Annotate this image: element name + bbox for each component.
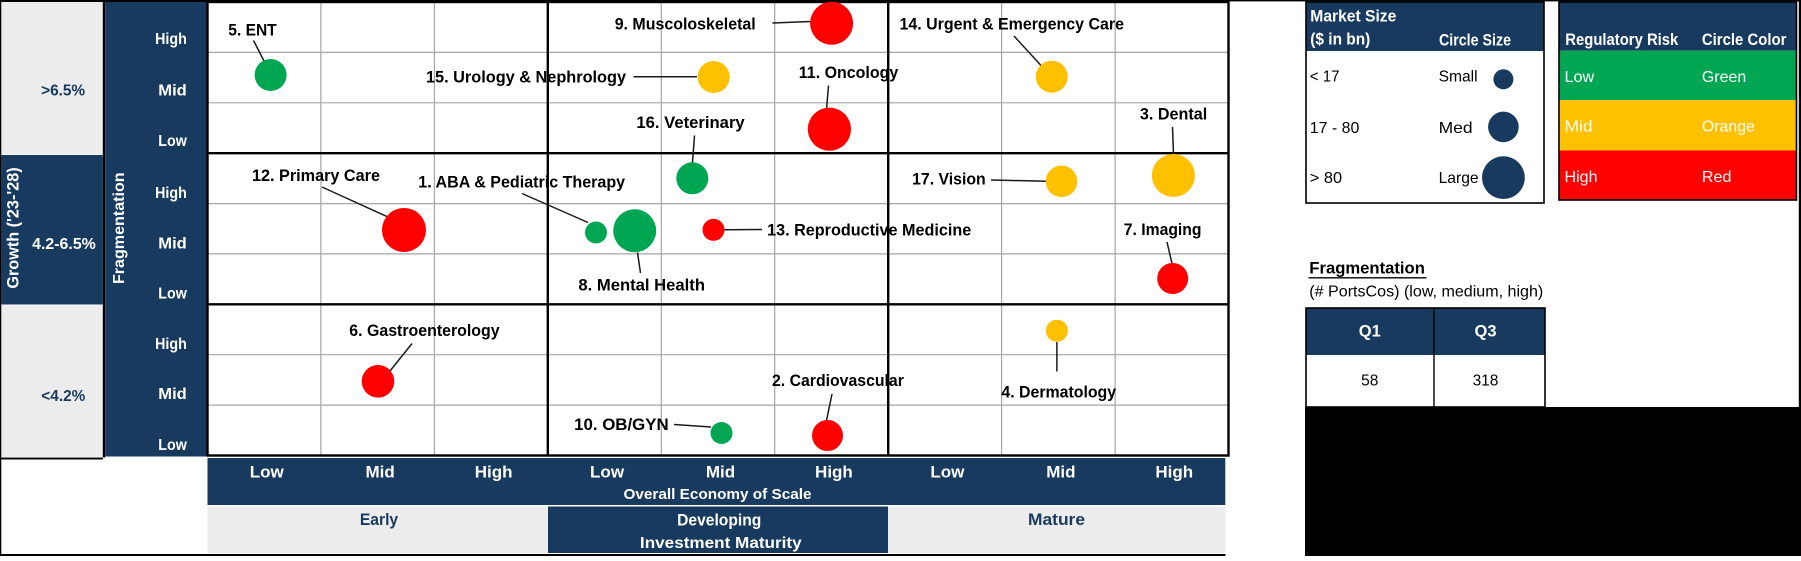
svg-text:Circle Color: Circle Color bbox=[1702, 31, 1787, 49]
svg-text:Low: Low bbox=[158, 286, 187, 303]
svg-text:High: High bbox=[155, 336, 187, 353]
svg-text:17. Vision: 17. Vision bbox=[912, 170, 986, 189]
svg-text:4. Dermatology: 4. Dermatology bbox=[1001, 382, 1116, 401]
svg-text:14. Urgent & Emergency Care: 14. Urgent & Emergency Care bbox=[900, 14, 1125, 33]
svg-text:High: High bbox=[155, 185, 187, 202]
svg-text:17 - 80: 17 - 80 bbox=[1310, 120, 1360, 137]
svg-text:<4.2%: <4.2% bbox=[41, 388, 85, 405]
svg-text:Overall Economy of Scale: Overall Economy of Scale bbox=[624, 486, 812, 503]
svg-text:Med: Med bbox=[1439, 120, 1473, 137]
svg-text:Low: Low bbox=[158, 133, 187, 150]
svg-text:Mid: Mid bbox=[158, 83, 187, 100]
svg-text:6. Gastroenterology: 6. Gastroenterology bbox=[349, 321, 500, 340]
svg-text:Developing: Developing bbox=[677, 510, 761, 529]
svg-text:Low: Low bbox=[590, 462, 625, 481]
svg-text:Investment Maturity: Investment Maturity bbox=[640, 535, 802, 552]
svg-text:(# PortsCos) (low, medium, hig: (# PortsCos) (low, medium, high) bbox=[1309, 283, 1543, 300]
svg-text:Early: Early bbox=[360, 510, 399, 529]
svg-text:Circle Size: Circle Size bbox=[1439, 31, 1511, 49]
svg-text:16. Veterinary: 16. Veterinary bbox=[636, 113, 745, 132]
svg-text:Mid: Mid bbox=[158, 235, 187, 252]
svg-text:Low: Low bbox=[250, 462, 285, 481]
svg-text:7. Imaging: 7. Imaging bbox=[1124, 220, 1202, 239]
svg-text:Mid: Mid bbox=[158, 386, 187, 403]
svg-text:Fragmentation: Fragmentation bbox=[111, 172, 128, 284]
svg-text:2. Cardiovascular: 2. Cardiovascular bbox=[772, 371, 904, 390]
svg-text:High: High bbox=[155, 31, 187, 48]
svg-text:High: High bbox=[1155, 462, 1193, 481]
svg-text:58: 58 bbox=[1361, 373, 1378, 390]
svg-text:Green: Green bbox=[1702, 69, 1746, 86]
svg-text:11. Oncology: 11. Oncology bbox=[799, 63, 899, 82]
svg-text:Mature: Mature bbox=[1028, 510, 1085, 529]
svg-text:Small: Small bbox=[1439, 68, 1478, 85]
svg-text:Mid: Mid bbox=[1565, 118, 1593, 135]
svg-text:10. OB/GYN: 10. OB/GYN bbox=[574, 415, 669, 434]
svg-text:Market Size: Market Size bbox=[1310, 7, 1396, 25]
svg-text:> 80: > 80 bbox=[1310, 170, 1342, 187]
svg-text:8. Mental Health: 8. Mental Health bbox=[578, 275, 705, 294]
svg-text:High: High bbox=[475, 462, 513, 481]
svg-text:>6.5%: >6.5% bbox=[41, 83, 85, 100]
svg-text:Orange: Orange bbox=[1702, 118, 1755, 135]
svg-text:3. Dental: 3. Dental bbox=[1140, 105, 1207, 124]
svg-text:Low: Low bbox=[1565, 69, 1595, 86]
svg-text:1. ABA & Pediatric Therapy: 1. ABA & Pediatric Therapy bbox=[418, 173, 625, 192]
svg-text:< 17: < 17 bbox=[1310, 68, 1340, 85]
svg-text:Q1: Q1 bbox=[1359, 323, 1381, 341]
svg-text:Red: Red bbox=[1702, 169, 1732, 186]
svg-text:Low: Low bbox=[930, 462, 965, 481]
svg-text:Mid: Mid bbox=[366, 462, 395, 481]
svg-text:13. Reproductive Medicine: 13. Reproductive Medicine bbox=[767, 221, 971, 240]
svg-text:9. Muscoloskeletal: 9. Muscoloskeletal bbox=[615, 14, 756, 33]
svg-text:Mid: Mid bbox=[1046, 462, 1075, 481]
svg-text:High: High bbox=[1565, 169, 1598, 186]
svg-text:Fragmentation: Fragmentation bbox=[1309, 260, 1425, 278]
svg-text:High: High bbox=[815, 462, 853, 481]
svg-text:($ in bn): ($ in bn) bbox=[1310, 30, 1370, 48]
svg-text:5. ENT: 5. ENT bbox=[228, 21, 277, 40]
svg-text:318: 318 bbox=[1473, 373, 1499, 390]
svg-text:Q3: Q3 bbox=[1474, 323, 1496, 341]
svg-text:Low: Low bbox=[158, 437, 187, 454]
svg-text:Regulatory Risk: Regulatory Risk bbox=[1565, 31, 1679, 49]
svg-text:Large: Large bbox=[1439, 170, 1479, 187]
svg-text:12. Primary Care: 12. Primary Care bbox=[252, 166, 380, 185]
svg-text:Growth ('23-'28): Growth ('23-'28) bbox=[5, 167, 23, 288]
svg-text:4.2-6.5%: 4.2-6.5% bbox=[32, 236, 96, 253]
svg-text:15. Urology & Nephrology: 15. Urology & Nephrology bbox=[426, 68, 627, 87]
svg-text:Mid: Mid bbox=[706, 462, 735, 481]
